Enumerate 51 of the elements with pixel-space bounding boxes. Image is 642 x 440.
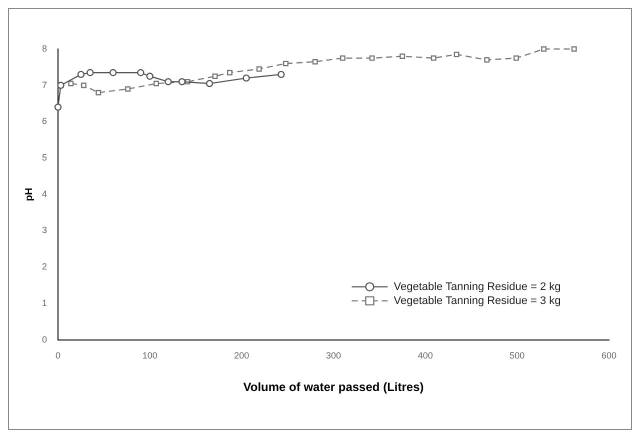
y-tick-label: 6 <box>42 116 48 126</box>
point <box>430 55 436 61</box>
point <box>125 86 131 92</box>
x-tick-label: 0 <box>56 350 61 361</box>
point <box>110 69 117 76</box>
point <box>340 55 346 61</box>
x-axis-title: Volume of water passed (Litres) <box>243 380 424 394</box>
point <box>541 46 547 52</box>
y-tick-label: 1 <box>42 298 48 308</box>
point <box>206 80 214 88</box>
point <box>80 82 86 88</box>
x-tick-label: 100 <box>142 350 158 361</box>
point <box>212 74 218 79</box>
point <box>146 72 154 80</box>
point <box>312 59 318 64</box>
x-tick-label: 300 <box>326 350 342 361</box>
point <box>54 104 62 111</box>
point <box>178 78 186 86</box>
x-tick-label: 200 <box>234 350 250 361</box>
point <box>278 70 285 78</box>
point <box>571 46 577 52</box>
point <box>154 80 159 86</box>
y-axis-title: pH <box>24 188 35 202</box>
point <box>227 70 232 76</box>
y-tick-label: 7 <box>42 80 48 90</box>
point <box>283 60 288 66</box>
point <box>484 57 490 63</box>
point <box>454 52 460 58</box>
point <box>96 90 102 96</box>
point <box>400 54 406 59</box>
y-tick-label: 2 <box>42 262 48 272</box>
y-tick-label: 3 <box>42 225 48 236</box>
y-tick-label: 4 <box>42 188 48 199</box>
point <box>256 66 262 72</box>
point <box>242 74 250 82</box>
point <box>68 80 74 86</box>
legend-label: Vegetable Tanning Residue = 3 kg <box>394 294 561 307</box>
point <box>137 69 144 76</box>
y-tick-label: 8 <box>42 43 48 54</box>
x-tick-label: 600 <box>601 350 617 361</box>
y-tick-label: 5 <box>42 152 48 163</box>
point <box>164 78 172 86</box>
point <box>57 82 64 89</box>
y-tick-label: 0 <box>42 334 48 344</box>
point <box>514 55 519 61</box>
x-tick-label: 500 <box>510 350 525 361</box>
point <box>77 70 85 78</box>
legend-label: Vegetable Tanning Residue = 2 kg <box>394 280 561 293</box>
point <box>86 69 94 76</box>
x-tick-label: 400 <box>418 350 433 361</box>
point <box>369 55 375 61</box>
